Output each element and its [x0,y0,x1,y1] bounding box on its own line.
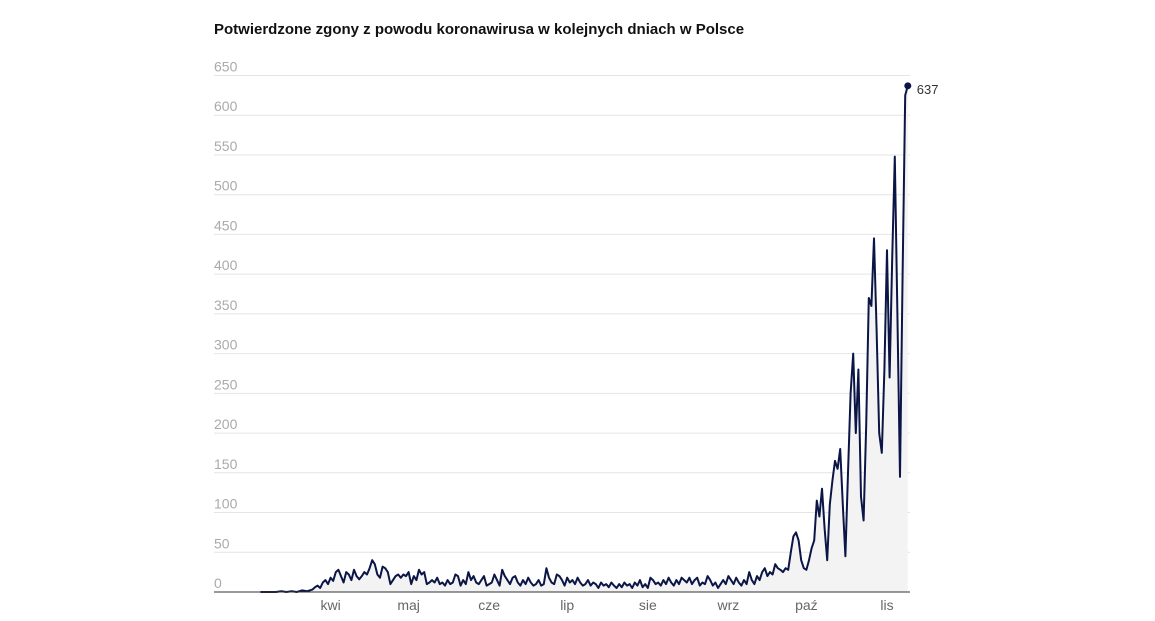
y-tick-label: 650 [214,59,238,75]
y-tick-label: 550 [214,138,238,154]
x-axis-ticks: kwi maj cze lip sie wrz paź lis [320,597,893,613]
y-tick-label: 600 [214,98,238,114]
gridlines [214,75,910,553]
y-tick-label: 300 [214,337,238,353]
x-tick-label: cze [478,597,500,613]
y-tick-label: 400 [214,257,238,273]
end-value-label: 637 [917,82,939,97]
y-axis-ticks: 0 50 100 150 200 250 300 350 400 450 500 550 600 650 [214,59,238,592]
series-line [260,85,909,593]
area-fill [260,85,908,593]
y-tick-label: 350 [214,297,238,313]
y-tick-label: 250 [214,376,238,392]
y-tick-label: 500 [214,178,238,194]
end-point-marker [904,82,912,90]
x-tick-label: kwi [320,597,340,613]
y-tick-label: 0 [214,575,222,591]
y-tick-label: 150 [214,456,238,472]
y-tick-label: 200 [214,416,238,432]
y-tick-label: 100 [214,496,238,512]
y-tick-label: 450 [214,217,238,233]
x-tick-label: sie [639,597,657,613]
x-tick-label: lip [560,597,574,613]
x-tick-label: lis [880,597,893,613]
x-tick-label: wrz [717,597,740,613]
x-tick-label: paź [795,597,818,613]
y-tick-label: 50 [214,535,230,551]
x-tick-label: maj [397,597,420,613]
chart-title: Potwierdzone zgony z powodu koronawirusa… [214,21,745,38]
